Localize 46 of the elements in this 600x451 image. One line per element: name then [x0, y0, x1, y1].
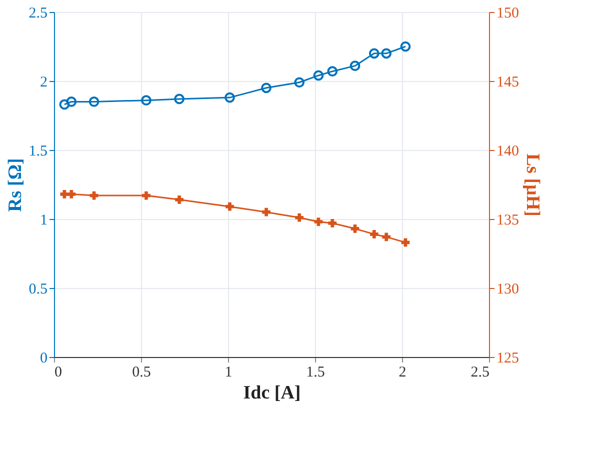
point [59, 99, 70, 110]
y-tick-label: 2 [40, 74, 48, 90]
point [327, 66, 338, 77]
y-axis-title: Rs [Ω] [4, 158, 26, 212]
point [294, 77, 305, 88]
point [350, 60, 360, 71]
point [262, 208, 270, 216]
y2-tick-label: 150 [496, 6, 519, 22]
x-tick-label: 1.5 [306, 364, 325, 380]
y2-tick-label: 145 [496, 74, 519, 90]
y2-tick-label: 130 [496, 282, 519, 298]
y-tick-label: 1.5 [28, 144, 48, 160]
point [314, 218, 323, 226]
x-tick-label: 2 [398, 364, 406, 380]
point [226, 202, 234, 211]
point [328, 218, 337, 228]
point [382, 232, 391, 242]
x-tick-label: 0.5 [132, 364, 151, 380]
y-tick-label: 2.5 [28, 6, 48, 22]
point [381, 48, 392, 59]
x-axis-title: Idc [A] [243, 382, 301, 404]
point [350, 224, 360, 233]
y2-axis-title: Ls [μH] [522, 153, 543, 217]
point [88, 96, 100, 107]
y2-tick-label: 135 [496, 212, 519, 228]
point [66, 96, 77, 107]
point [224, 92, 235, 103]
y-tick-label: 0.5 [28, 282, 48, 298]
point [400, 41, 411, 52]
point [67, 190, 76, 198]
x-tick-label: 1 [224, 364, 232, 380]
point [368, 48, 380, 59]
point [313, 70, 324, 81]
y2-tick-label: 140 [496, 144, 519, 160]
point [175, 195, 184, 204]
x-tick-label: 2.5 [470, 364, 490, 380]
point [370, 230, 378, 238]
y2-tick-label: 125 [496, 350, 519, 366]
point [261, 82, 272, 94]
y-tick-label: 0 [40, 350, 48, 366]
point [142, 191, 150, 200]
point [295, 213, 304, 222]
y-tick-label: 1 [40, 212, 48, 228]
x-tick-label: 0 [54, 364, 62, 380]
point [174, 94, 184, 104]
point [141, 95, 152, 106]
